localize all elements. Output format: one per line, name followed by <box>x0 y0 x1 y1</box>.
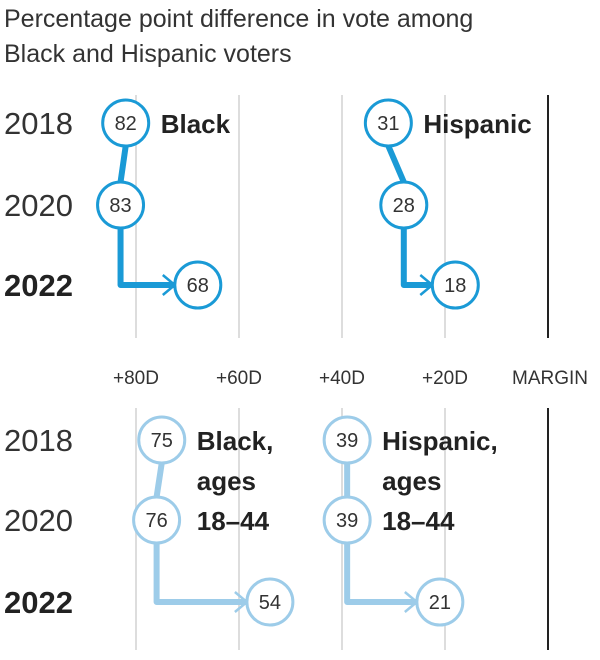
data-point <box>379 180 429 230</box>
data-point <box>363 98 413 148</box>
data-label: 82 <box>115 113 137 135</box>
chart-title: Percentage point difference in vote amon… <box>4 2 596 72</box>
data-label: 68 <box>187 275 209 297</box>
series-connector <box>344 543 417 605</box>
series-label: ages <box>382 466 441 496</box>
series-connector <box>153 543 247 605</box>
series-connector <box>117 228 175 288</box>
series-label: Hispanic <box>423 109 531 139</box>
data-point <box>245 577 295 627</box>
series-connector <box>117 145 129 183</box>
series-label: 18–44 <box>197 506 270 536</box>
data-label: 76 <box>145 510 167 532</box>
data-label: 21 <box>429 592 451 614</box>
data-label: 75 <box>151 430 173 452</box>
chart-title-line-1: Percentage point difference in vote amon… <box>4 5 474 33</box>
x-tick-label: +60D <box>216 368 262 389</box>
data-point <box>137 415 187 465</box>
year-label: 2022 <box>4 585 73 620</box>
year-label: 2018 <box>4 423 73 458</box>
x-tick-label: MARGIN <box>512 368 588 389</box>
data-point <box>132 495 182 545</box>
data-point <box>322 415 372 465</box>
x-tick-label: +20D <box>422 368 468 389</box>
series-label: 18–44 <box>382 506 455 536</box>
data-label: 28 <box>393 195 415 217</box>
series-label: Black <box>161 109 231 139</box>
series-connector <box>153 462 165 498</box>
data-label: 83 <box>109 195 131 217</box>
data-point <box>430 260 480 310</box>
data-point <box>101 98 151 148</box>
year-label: 2022 <box>4 268 73 303</box>
series-connector <box>400 228 433 288</box>
data-label: 54 <box>259 592 281 614</box>
year-label: 2020 <box>4 503 73 538</box>
data-label: 39 <box>336 430 358 452</box>
x-tick-label: +40D <box>319 368 365 389</box>
data-point <box>96 180 146 230</box>
x-tick-label: +80D <box>113 368 159 389</box>
data-point <box>322 495 372 545</box>
series-connector <box>385 144 407 184</box>
data-label: 18 <box>444 275 466 297</box>
data-label: 31 <box>377 113 399 135</box>
data-label: 39 <box>336 510 358 532</box>
year-label: 2018 <box>4 106 73 141</box>
data-point <box>415 577 465 627</box>
chart-title-line-2: Black and Hispanic voters <box>4 40 292 68</box>
series-label: ages <box>197 466 256 496</box>
series-label: Hispanic, <box>382 426 498 456</box>
data-point <box>173 260 223 310</box>
year-label: 2020 <box>4 188 73 223</box>
series-label: Black, <box>197 426 274 456</box>
